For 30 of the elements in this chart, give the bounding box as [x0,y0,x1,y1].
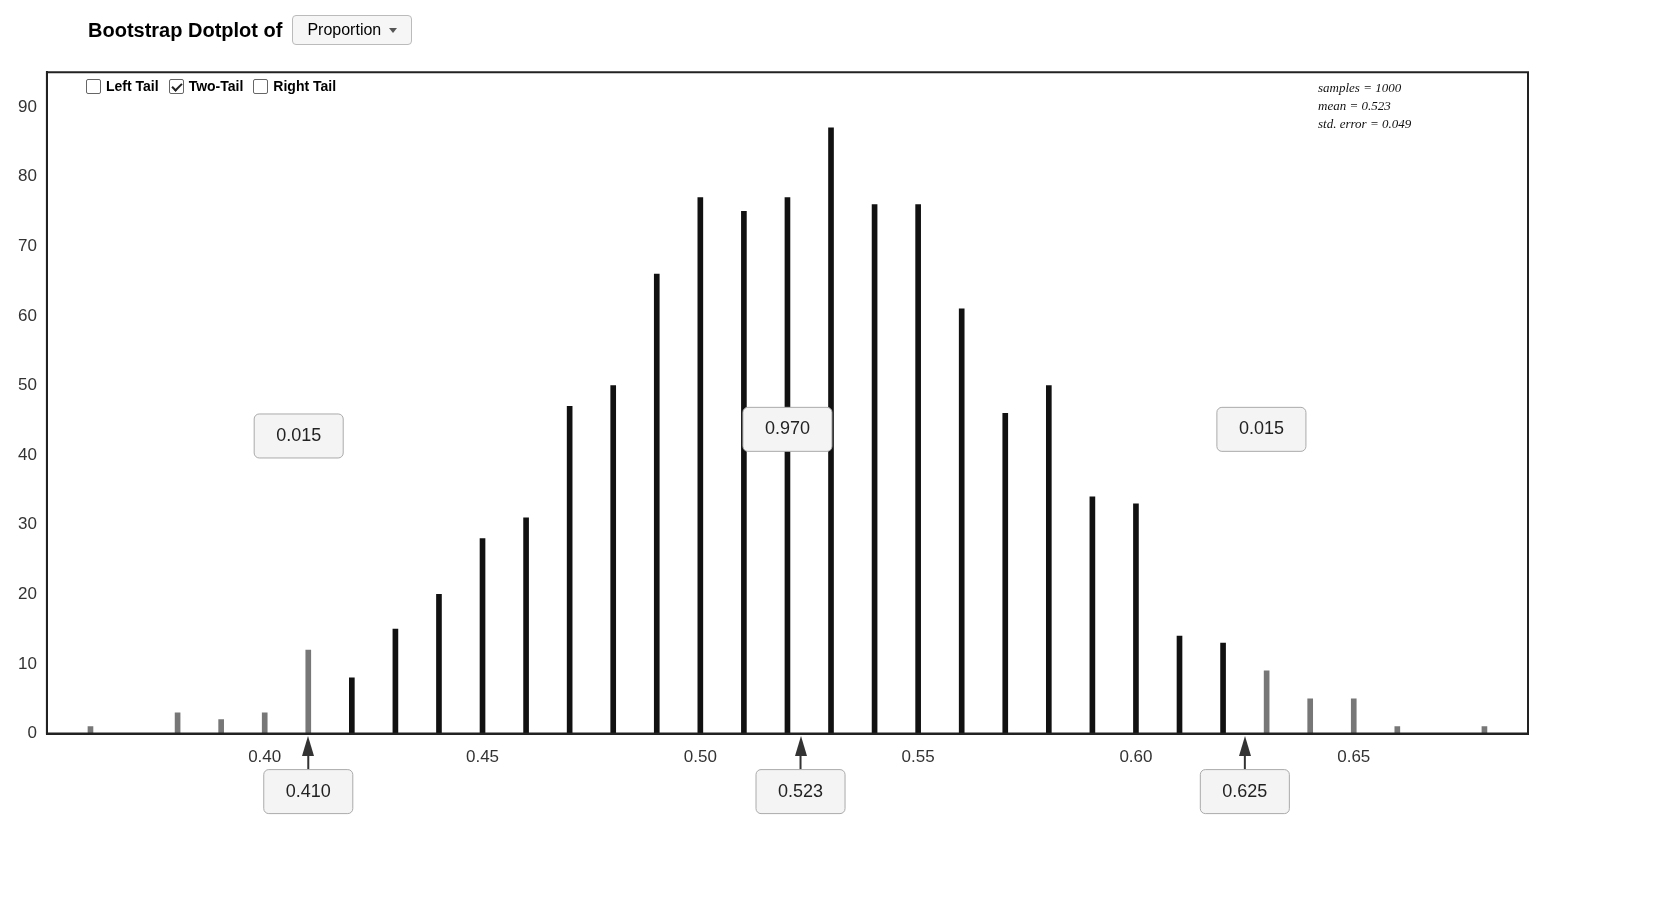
ref-line-label: 0.410 [285,780,331,801]
x-tick-label: 0.45 [465,747,500,767]
annotation: 0.015 [1238,418,1284,439]
x-tick-label: 0.50 [683,747,717,767]
annotation: mean = 0.523 [1318,98,1392,114]
ref-line-label: 0.625 [1222,780,1268,801]
annotation: Right Tail [272,78,337,94]
annotation: 0.015 [276,424,322,445]
y-tick-label: 70 [17,235,37,255]
y-tick-label: 90 [17,96,37,116]
y-tick-label: 20 [17,584,37,604]
y-tick-label: 10 [17,653,37,673]
y-tick-label: 40 [17,444,37,464]
y-tick-label: 0 [27,723,37,743]
annotation: 0.970 [764,418,810,439]
y-tick-label: 80 [17,166,37,186]
x-tick-label: 0.65 [1337,747,1371,767]
dropdown: Proportion [292,15,413,45]
annotation: Two-Tail [187,78,244,94]
annotation: samples = 1000 [1318,80,1402,96]
x-tick-label: 0.55 [901,747,935,767]
y-tick-label: 50 [17,375,37,395]
annotation: std. error = 0.049 [1318,116,1412,132]
annotation: Left Tail [105,78,159,94]
chart-title: Bootstrap Dotplot of [88,18,283,42]
x-tick-label: 0.40 [248,747,282,767]
y-tick-label: 30 [17,514,37,534]
ref-line-label: 0.523 [778,780,824,801]
x-tick-label: 0.60 [1119,747,1153,767]
y-tick-label: 60 [17,305,37,325]
